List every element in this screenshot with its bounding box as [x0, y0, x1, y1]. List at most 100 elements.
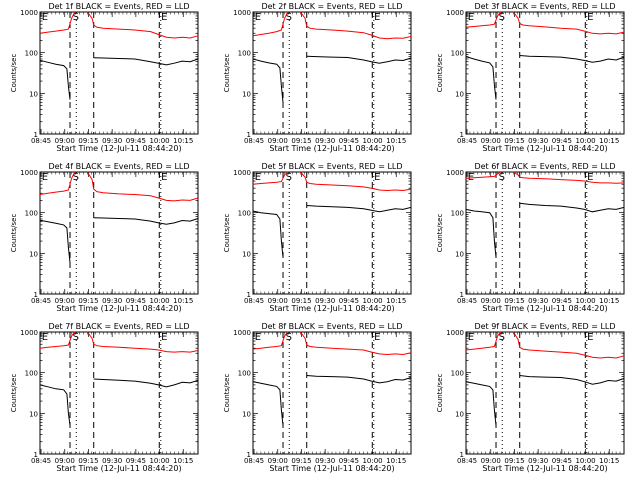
panel-title: Det 6f BLACK = Events, RED = LLD	[474, 162, 615, 171]
x-tick-label: 09:45	[552, 297, 572, 305]
detector-panel-8: Det 8f BLACK = Events, RED = LLD 1 10 100 10…	[223, 322, 412, 473]
x-tick-label: 09:45	[339, 457, 359, 465]
detector-panel-3: Det 3f BLACK = Events, RED = LLD 1 10 100 10…	[436, 2, 625, 153]
detector-panel-9: Det 9f BLACK = Events, RED = LLD 1 10 100 10…	[436, 322, 625, 473]
x-tick-label: 09:15	[78, 297, 98, 305]
x-tick-label: 08:45	[31, 297, 51, 305]
x-tick-label: 09:45	[126, 297, 146, 305]
series-events-line	[519, 202, 625, 213]
panel-title: Det 3f BLACK = Events, RED = LLD	[474, 2, 615, 11]
series-lld-line	[252, 171, 289, 185]
series-lld-line	[252, 11, 289, 37]
x-axis-label: Start Time (12-Jul-11 08:44:20)	[482, 304, 607, 313]
y-tick-label: 1	[34, 291, 38, 299]
y-axis-label: Counts/sec	[436, 214, 444, 253]
panel-title: Det 2f BLACK = Events, RED = LLD	[261, 2, 402, 11]
series-lld-line	[512, 11, 625, 35]
x-tick-label: 10:00	[362, 297, 382, 305]
x-tick-label: 10:00	[149, 297, 169, 305]
x-tick-label: 09:30	[102, 137, 122, 145]
annotation-e: E	[42, 332, 48, 343]
plot-frame	[252, 331, 412, 455]
x-tick-label: 09:30	[528, 457, 548, 465]
panel-title: Det 4f BLACK = Events, RED = LLD	[48, 162, 189, 171]
detector-panel-4: Det 4f BLACK = Events, RED = LLD 1 10 100 10…	[10, 162, 199, 313]
x-tick-label: 08:45	[244, 137, 264, 145]
annotation-e: E	[161, 172, 167, 183]
annotation-s: S	[499, 332, 505, 343]
x-tick-label: 09:30	[528, 137, 548, 145]
y-tick-label: 1000	[233, 169, 251, 177]
x-tick-label: 09:45	[126, 457, 146, 465]
x-tick-label: 09:30	[315, 457, 335, 465]
y-tick-label: 1	[34, 451, 38, 459]
x-tick-label: 09:00	[481, 137, 501, 145]
series-lld-line	[465, 331, 502, 351]
x-axis-label: Start Time (12-Jul-11 08:44:20)	[269, 144, 394, 153]
annotation-e: E	[374, 12, 380, 23]
annotation-s: S	[286, 12, 292, 23]
y-tick-label: 100	[25, 50, 38, 58]
y-axis-label: Counts/sec	[10, 214, 18, 253]
series-events-line	[252, 58, 284, 103]
x-tick-label: 08:45	[31, 457, 51, 465]
x-axis-label: Start Time (12-Jul-11 08:44:20)	[56, 144, 181, 153]
series-events-line	[39, 384, 71, 426]
series-lld-line	[299, 331, 412, 356]
x-tick-label: 09:00	[481, 297, 501, 305]
series-events-line	[465, 381, 497, 426]
series-events-line	[39, 59, 71, 100]
x-tick-label: 09:00	[268, 137, 288, 145]
y-tick-label: 1	[247, 291, 251, 299]
plot-frame	[39, 171, 199, 295]
series-lld-line	[465, 171, 502, 179]
series-lld-line	[299, 11, 412, 40]
detector-panel-6: Det 6f BLACK = Events, RED = LLD 1 10 100 10…	[436, 162, 625, 313]
series-lld-line	[39, 171, 76, 195]
y-tick-label: 1	[460, 131, 464, 139]
y-tick-label: 10	[455, 250, 464, 258]
y-tick-label: 100	[25, 370, 38, 378]
y-axis-label: Counts/sec	[223, 214, 231, 253]
x-tick-label: 09:30	[102, 297, 122, 305]
y-tick-label: 1000	[446, 329, 464, 337]
annotation-s: S	[286, 172, 292, 183]
series-lld-line	[512, 331, 625, 359]
x-tick-label: 09:30	[102, 457, 122, 465]
x-tick-label: 09:45	[552, 457, 572, 465]
x-tick-label: 10:00	[149, 137, 169, 145]
annotation-e: E	[255, 12, 261, 23]
y-tick-label: 1000	[446, 9, 464, 17]
x-axis-label: Start Time (12-Jul-11 08:44:20)	[56, 304, 181, 313]
series-events-line	[306, 55, 412, 64]
y-tick-label: 100	[238, 50, 251, 58]
series-lld-line	[300, 171, 412, 192]
x-tick-label: 10:15	[173, 137, 193, 145]
series-events-line	[519, 55, 625, 63]
x-tick-label: 08:45	[457, 457, 477, 465]
series-events-line	[465, 56, 497, 100]
panel-title: Det 1f BLACK = Events, RED = LLD	[48, 2, 189, 11]
x-tick-label: 09:30	[315, 137, 335, 145]
series-lld-line	[86, 171, 199, 202]
x-tick-label: 10:15	[599, 137, 619, 145]
panel-title: Det 8f BLACK = Events, RED = LLD	[261, 322, 402, 331]
x-tick-label: 09:00	[55, 297, 75, 305]
series-events-line	[465, 208, 497, 258]
y-axis-label: Counts/sec	[10, 374, 18, 413]
y-tick-label: 1000	[20, 169, 38, 177]
y-axis-label: Counts/sec	[223, 374, 231, 413]
y-tick-label: 100	[451, 50, 464, 58]
x-tick-label: 09:15	[291, 137, 311, 145]
annotation-s: S	[286, 332, 292, 343]
annotation-e: E	[374, 332, 380, 343]
annotation-e: E	[468, 332, 474, 343]
y-tick-label: 100	[238, 370, 251, 378]
annotation-e: E	[587, 172, 593, 183]
x-axis-label: Start Time (12-Jul-11 08:44:20)	[269, 304, 394, 313]
series-events-line	[93, 57, 199, 66]
annotation-s: S	[499, 12, 505, 23]
x-tick-label: 10:15	[386, 137, 406, 145]
panel-title: Det 5f BLACK = Events, RED = LLD	[261, 162, 402, 171]
series-lld-line	[39, 331, 76, 349]
